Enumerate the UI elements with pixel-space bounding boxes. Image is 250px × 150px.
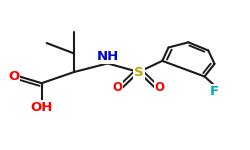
Text: NH: NH <box>96 50 119 63</box>
Text: F: F <box>210 85 219 98</box>
Text: O: O <box>112 81 122 94</box>
Text: S: S <box>134 66 143 79</box>
Text: OH: OH <box>30 101 53 114</box>
Text: O: O <box>8 70 19 83</box>
Text: O: O <box>155 81 165 94</box>
